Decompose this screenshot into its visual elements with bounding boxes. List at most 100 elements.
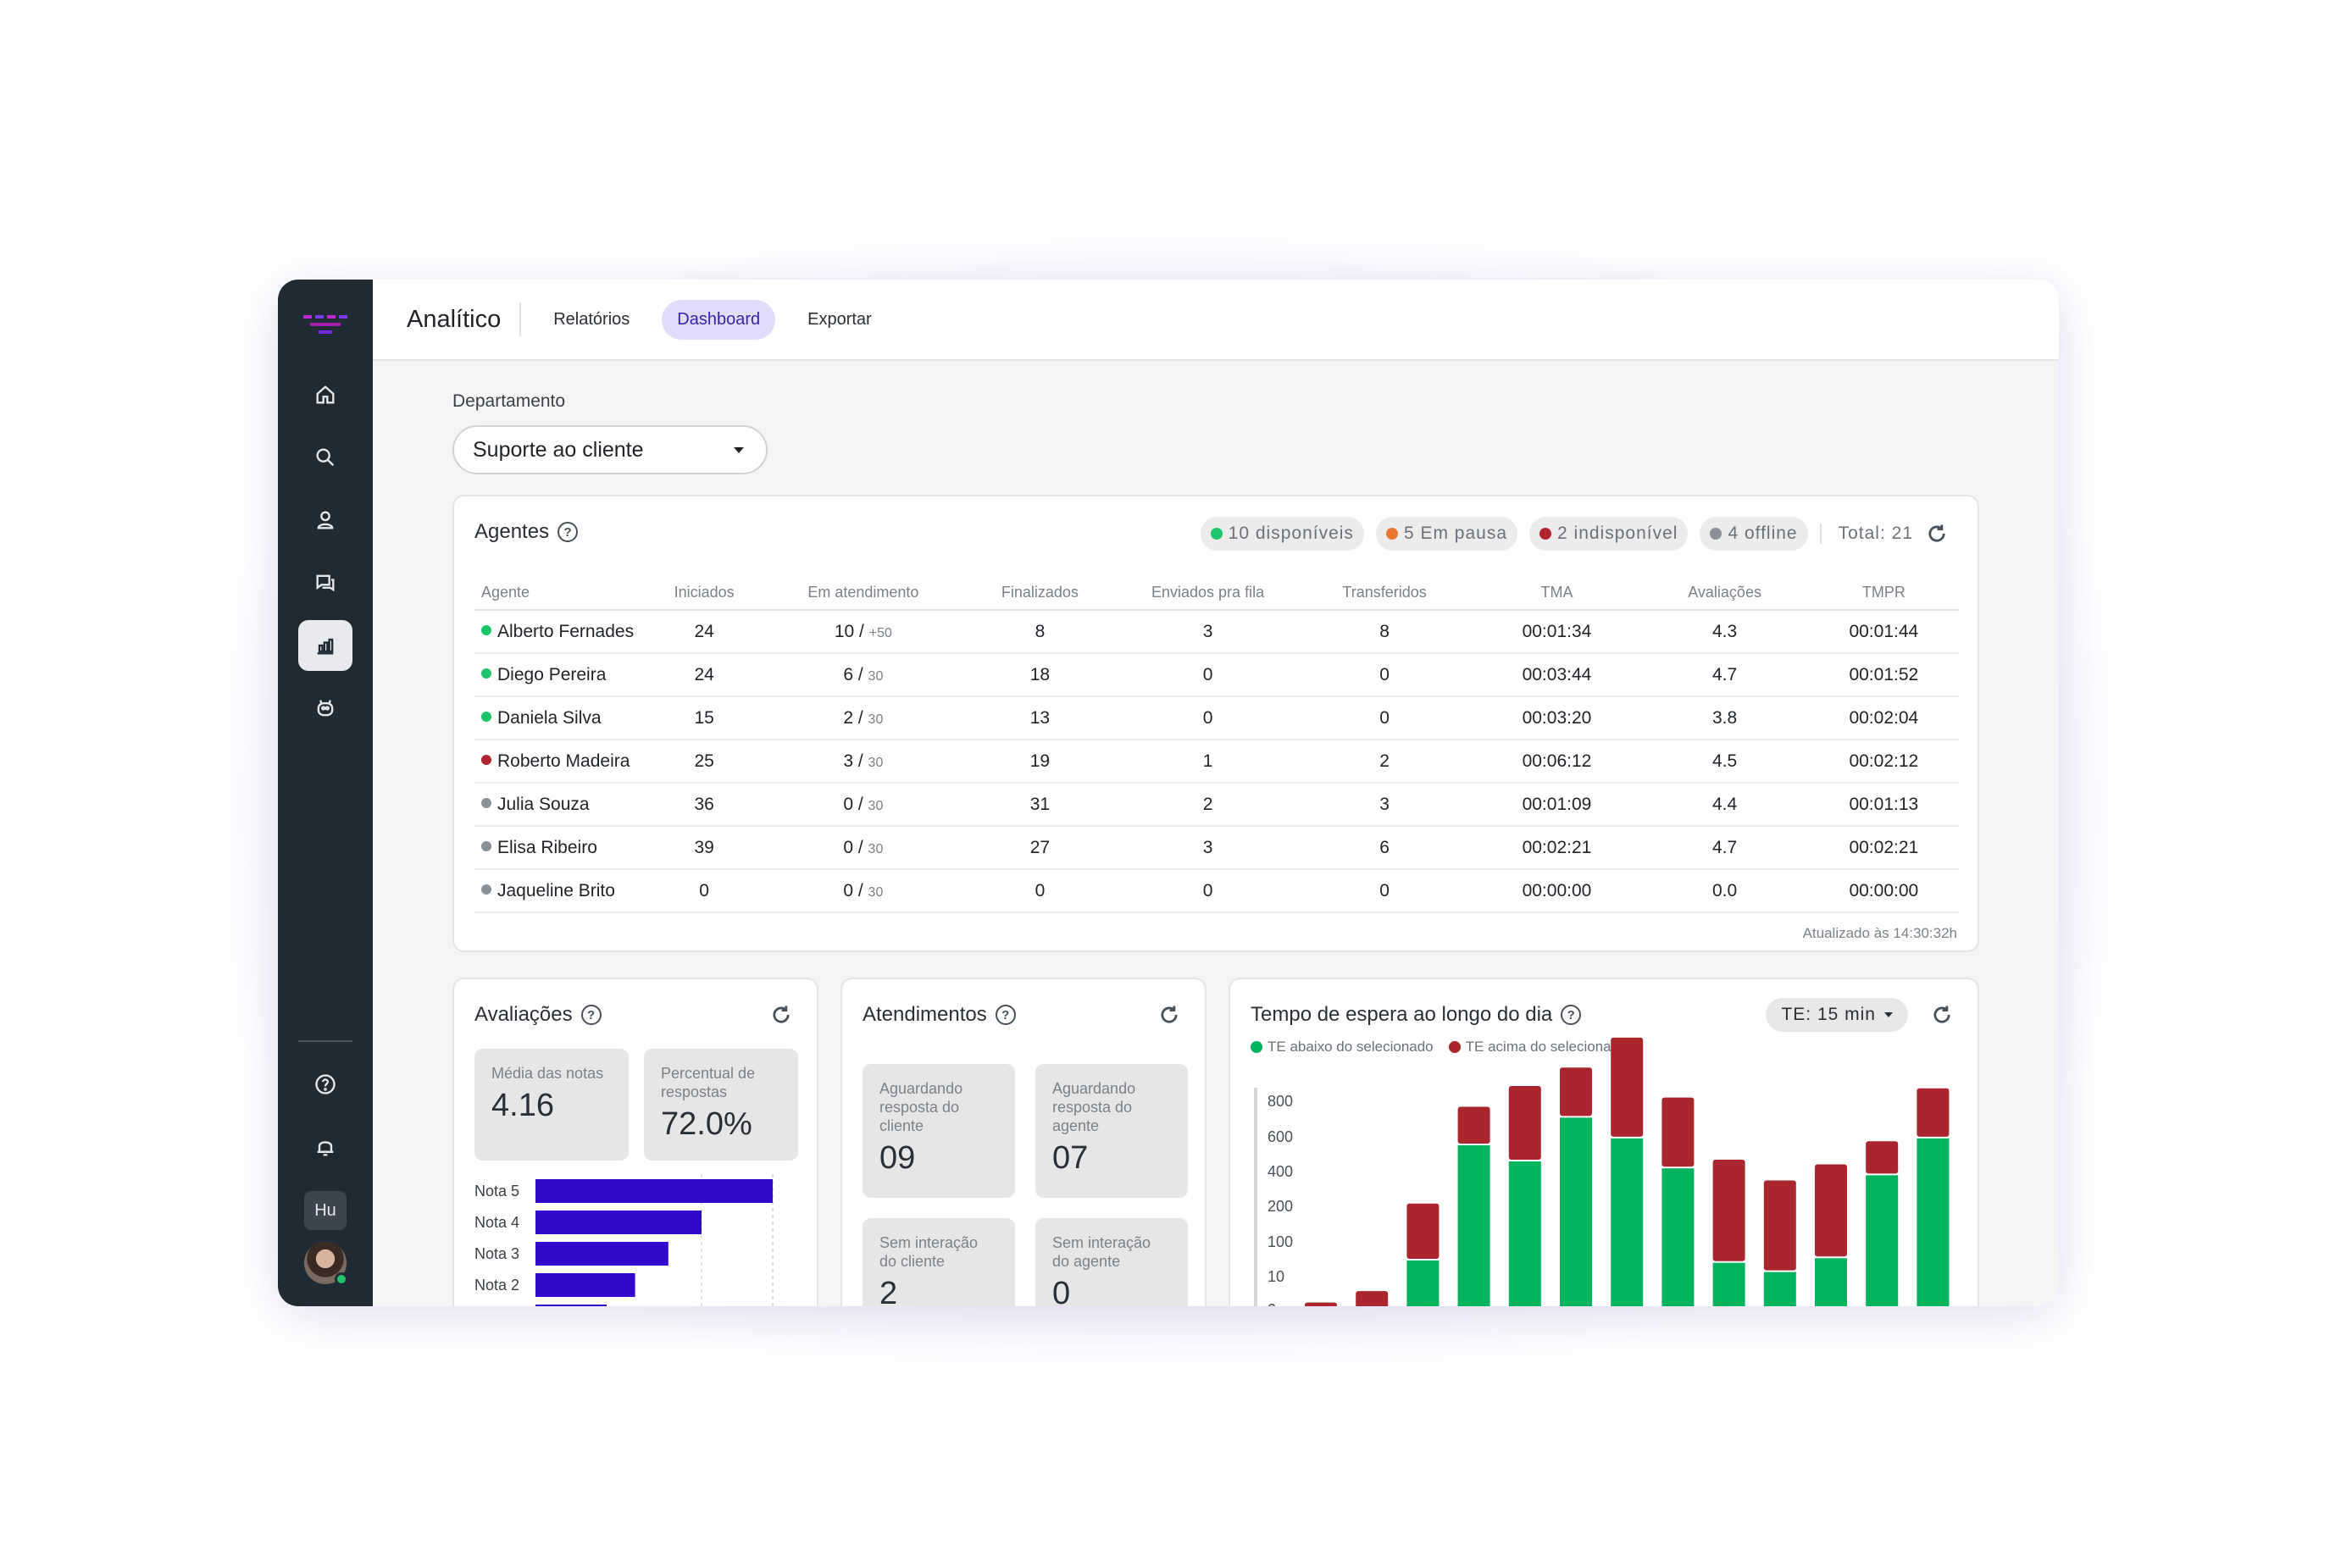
col-avaliacoes[interactable]: Avaliações	[1640, 576, 1809, 611]
agent-name-cell: Daniela Silva	[474, 696, 643, 740]
transferidos-cell: 0	[1295, 869, 1473, 913]
col-tma[interactable]: TMA	[1473, 576, 1641, 611]
transferidos-cell: 0	[1295, 653, 1473, 697]
nav-help-icon[interactable]	[298, 1059, 352, 1110]
help-icon[interactable]: ?	[1561, 1005, 1582, 1025]
wait-time-chart: 800 600 400 200 100 10 2	[1254, 1037, 1950, 1306]
transferidos-cell: 0	[1295, 696, 1473, 740]
col-finalizados[interactable]: Finalizados	[960, 576, 1120, 611]
agents-table: Agente Iniciados Em atendimento Finaliza…	[474, 576, 1959, 913]
unavailable-dot-icon	[1539, 528, 1552, 540]
tempo-espera-title-text: Tempo de espera ao longo do dia	[1251, 1003, 1553, 1026]
table-row[interactable]: Daniela Silva 15 2 / 30 13 0 0 00:03:20 3.8 00:0…	[474, 696, 1959, 740]
atendimentos-title-text: Atendimentos	[863, 1003, 987, 1026]
main-content: Analítico Relatórios Dashboard Exportar …	[373, 280, 2059, 1306]
col-em-atendimento[interactable]: Em atendimento	[766, 576, 961, 611]
tab-relatorios[interactable]: Relatórios	[553, 309, 630, 329]
help-icon[interactable]: ?	[558, 522, 579, 542]
bar	[535, 1211, 702, 1234]
agents-table-header: Agente Iniciados Em atendimento Finaliza…	[474, 576, 1959, 611]
col-transferidos[interactable]: Transferidos	[1295, 576, 1473, 611]
iniciados-cell: 15	[642, 696, 767, 740]
table-row[interactable]: Jaqueline Brito 0 0 / 30 0 0 0 00:00:00 0.0 00:0…	[474, 869, 1959, 913]
status-paused-text: 5 Em pausa	[1403, 524, 1508, 543]
legend-below[interactable]: TE abaixo do selecionado	[1251, 1039, 1434, 1055]
table-row[interactable]: Alberto Fernades 24 10 / +50 8 3 8 00:01:34 4.3…	[474, 610, 1959, 654]
em-atendimento-cell: 6 / 30	[766, 653, 961, 697]
department-select[interactable]: Suporte ao cliente	[452, 425, 768, 474]
aguardando-agente-value: 07	[1052, 1140, 1089, 1176]
tma-cell: 00:01:34	[1473, 610, 1641, 654]
te-select[interactable]: TE: 15 min	[1766, 998, 1908, 1032]
media-notas-label: Média das notas	[491, 1065, 604, 1082]
separator: /	[853, 664, 868, 684]
avaliacoes-cell: 4.7	[1640, 826, 1809, 870]
help-icon[interactable]: ?	[995, 1005, 1016, 1025]
capacity-value: 30	[868, 884, 884, 900]
sidebar-divider	[298, 1040, 352, 1042]
agent-name: Julia Souza	[497, 794, 590, 814]
em-atendimento-value: 6	[843, 664, 854, 684]
y-tick-label: 10	[1268, 1268, 1284, 1285]
department-select-value: Suporte ao cliente	[473, 437, 644, 462]
nav-chat-icon[interactable]	[298, 557, 352, 608]
capacity-value: +50	[868, 625, 892, 640]
table-row[interactable]: Roberto Madeira 25 3 / 30 19 1 2 00:06:12 4.5 00…	[474, 740, 1959, 784]
table-row[interactable]: Julia Souza 36 0 / 30 31 2 3 00:01:09 4.4 00:01:…	[474, 783, 1959, 827]
refresh-icon[interactable]	[1930, 1003, 1954, 1027]
bar-below	[1866, 1175, 1899, 1306]
avaliacoes-title: Avaliações ?	[474, 1003, 602, 1027]
tma-cell: 00:03:20	[1473, 696, 1641, 740]
agent-status-summary: 10 disponíveis 5 Em pausa 2 indisponível…	[1200, 517, 1949, 551]
agent-name-cell: Alberto Fernades	[474, 610, 643, 654]
legend-above-text: TE acima do selecionado	[1465, 1039, 1628, 1055]
refresh-icon[interactable]	[1157, 1003, 1181, 1027]
col-enviados-fila[interactable]: Enviados pra fila	[1119, 576, 1296, 611]
tab-exportar[interactable]: Exportar	[807, 309, 872, 329]
em-atendimento-value: 0	[843, 837, 854, 857]
status-pill-offline[interactable]: 4 offline	[1700, 517, 1808, 551]
col-agente[interactable]: Agente	[474, 576, 643, 611]
status-pill-unavailable[interactable]: 2 indisponível	[1529, 517, 1689, 551]
aguardando-agente-label: Aguardando resposta do agente	[1052, 1080, 1136, 1134]
separator: /	[854, 621, 869, 641]
bar-below	[1508, 1161, 1541, 1306]
avaliacoes-title-text: Avaliações	[474, 1003, 573, 1026]
y-tick-label: 800	[1268, 1093, 1293, 1110]
agent-name: Alberto Fernades	[497, 621, 635, 641]
status-pill-available[interactable]: 10 disponíveis	[1200, 517, 1364, 551]
legend-above[interactable]: TE acima do selecionado	[1448, 1039, 1628, 1055]
agent-name: Daniela Silva	[497, 707, 602, 728]
status-pill-paused[interactable]: 5 Em pausa	[1375, 517, 1518, 551]
nav-search-icon[interactable]	[298, 432, 352, 483]
agents-title: Agentes ?	[474, 520, 579, 544]
col-iniciados[interactable]: Iniciados	[642, 576, 767, 611]
help-icon[interactable]: ?	[580, 1005, 602, 1025]
separator: /	[853, 707, 868, 728]
enviados-fila-cell: 3	[1119, 610, 1296, 654]
capacity-value: 30	[868, 755, 884, 770]
avaliacoes-cell: 4.3	[1640, 610, 1809, 654]
nav-bot-icon[interactable]	[298, 683, 352, 734]
table-row[interactable]: Diego Pereira 24 6 / 30 18 0 0 00:03:44 4.7 00:0…	[474, 653, 1959, 697]
nav-home-icon[interactable]	[298, 369, 352, 420]
updated-timestamp: Atualizado às 14:30:32h	[1802, 925, 1957, 941]
nav-analytics-icon[interactable]	[298, 620, 352, 671]
refresh-icon[interactable]	[769, 1003, 793, 1027]
table-row[interactable]: Elisa Ribeiro 39 0 / 30 27 3 6 00:02:21 4.7 00:0…	[474, 826, 1959, 870]
bar-below	[1661, 1168, 1695, 1306]
status-unavailable-text: 2 indisponível	[1557, 524, 1678, 543]
separator: /	[853, 880, 868, 900]
col-tmpr[interactable]: TMPR	[1808, 576, 1959, 611]
user-initials-badge[interactable]: Hu	[304, 1191, 347, 1230]
separator: /	[853, 751, 868, 771]
tab-dashboard[interactable]: Dashboard	[662, 299, 776, 340]
refresh-icon[interactable]	[1925, 522, 1949, 546]
bar-above	[1815, 1164, 1847, 1257]
nav-bell-icon[interactable]	[298, 1122, 352, 1172]
agent-name-cell: Julia Souza	[474, 783, 643, 827]
bar	[535, 1305, 607, 1306]
agents-title-text: Agentes	[474, 520, 550, 543]
app-window: Hu Analítico Relatórios Dashboard Export…	[278, 280, 2059, 1306]
nav-user-icon[interactable]	[298, 495, 352, 546]
